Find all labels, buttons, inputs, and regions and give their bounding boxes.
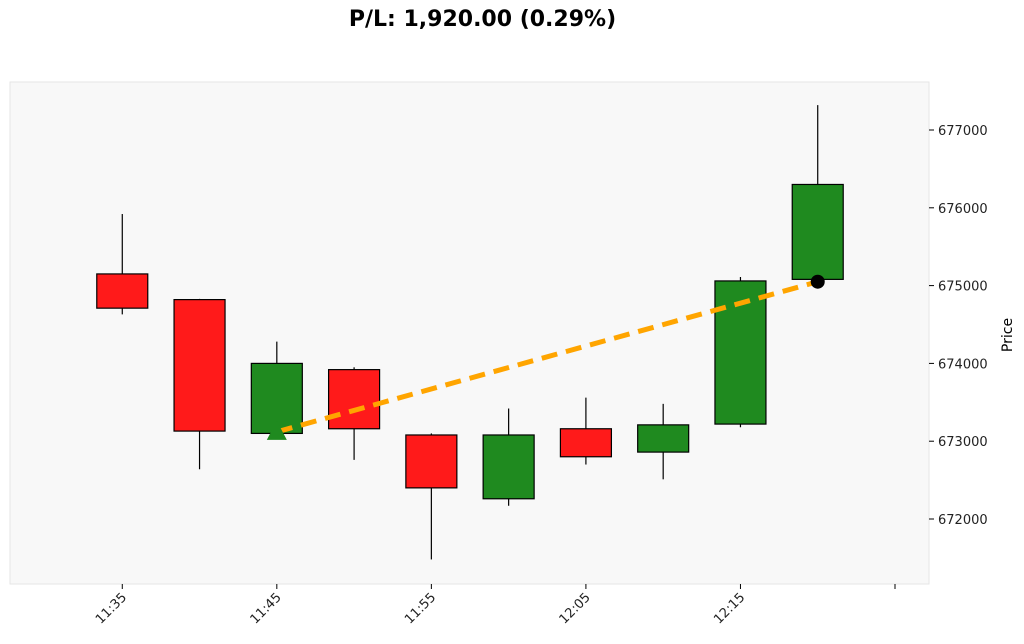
trade-layer bbox=[266, 274, 825, 440]
candle bbox=[559, 397, 613, 465]
candle bbox=[637, 403, 690, 480]
candle-body bbox=[96, 273, 149, 309]
candle bbox=[482, 408, 535, 506]
x-tick-label: 11:55 bbox=[402, 590, 439, 627]
y-axis-label: Price bbox=[1000, 318, 1016, 352]
candle-body bbox=[173, 299, 226, 432]
exit-marker bbox=[810, 274, 825, 289]
plot-area bbox=[9, 81, 930, 585]
y-tick-label: 677000 bbox=[938, 124, 988, 139]
y-tick-label: 674000 bbox=[938, 357, 988, 372]
x-tick-label: 12:15 bbox=[711, 590, 748, 627]
candles-layer bbox=[96, 105, 844, 560]
candle bbox=[327, 367, 381, 460]
x-tick-label: 12:05 bbox=[557, 590, 594, 627]
trade-line bbox=[276, 279, 819, 435]
candle-body bbox=[327, 369, 381, 430]
candle-body bbox=[637, 424, 690, 453]
chart-title: P/L: 1,920.00 (0.29%) bbox=[348, 7, 617, 32]
candle-body bbox=[791, 183, 844, 280]
x-tick-label: 11:35 bbox=[93, 590, 130, 627]
candle bbox=[714, 277, 767, 428]
x-axis: 11:35 11:45 11:55 12:05 12:15 bbox=[93, 584, 896, 627]
candle-body bbox=[482, 434, 535, 500]
x-tick-label: 11:45 bbox=[248, 590, 285, 627]
candle-body bbox=[559, 428, 613, 458]
y-axis: 672000 673000 674000 675000 676000 677000 bbox=[929, 124, 988, 528]
candle bbox=[405, 433, 458, 560]
candle-body bbox=[405, 434, 458, 489]
candle bbox=[96, 214, 149, 315]
entry-marker bbox=[266, 420, 287, 440]
y-tick-label: 676000 bbox=[938, 202, 988, 217]
y-tick-label: 672000 bbox=[938, 513, 988, 528]
y-tick-label: 675000 bbox=[938, 280, 988, 295]
y-tick-label: 673000 bbox=[938, 435, 988, 450]
candle bbox=[173, 298, 226, 470]
